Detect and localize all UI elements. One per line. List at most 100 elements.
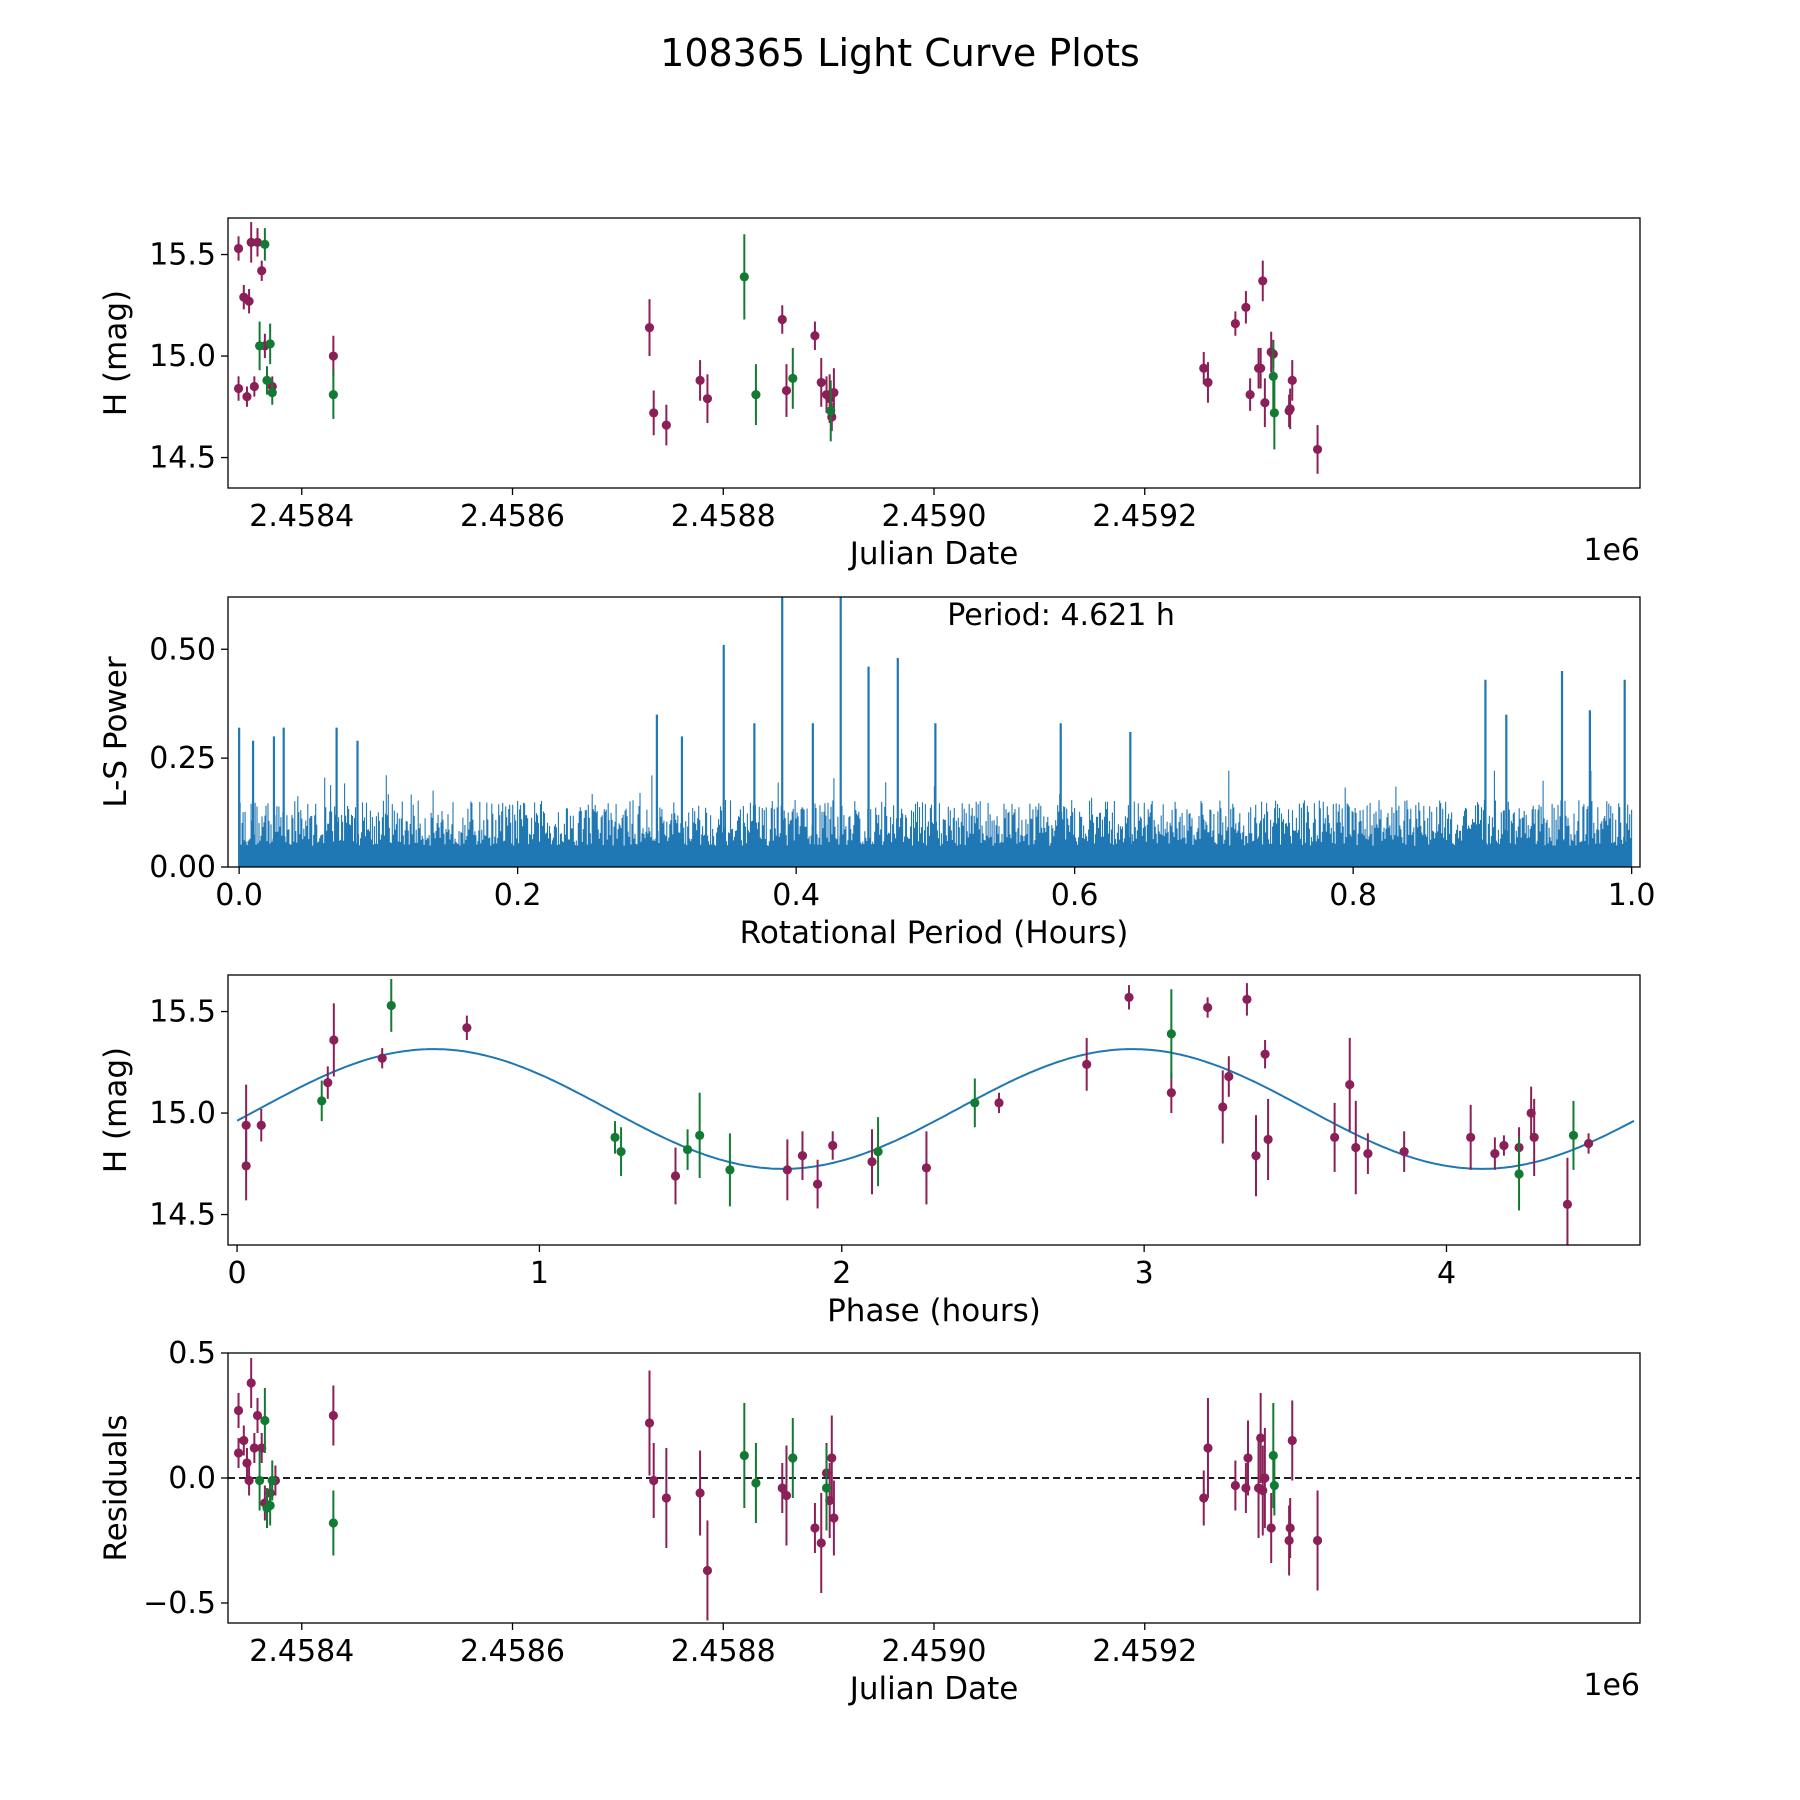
data-point: [816, 377, 826, 388]
data-point: [1199, 1493, 1209, 1503]
data-point: [1287, 1435, 1297, 1446]
data-point: [262, 375, 272, 386]
data-point: [1466, 1132, 1476, 1143]
data-point: [1199, 363, 1209, 373]
x-tick-label: 0.8: [1329, 878, 1377, 913]
data-point: [1203, 377, 1213, 388]
x-axis-label: Julian Date: [848, 1671, 1019, 1707]
y-axis-label: L-S Power: [98, 656, 134, 807]
data-point: [751, 1478, 761, 1488]
data-point: [1241, 1483, 1251, 1493]
data-point: [828, 1140, 838, 1151]
data-point: [256, 1120, 266, 1130]
data-point: [1268, 1450, 1278, 1461]
data-point: [244, 296, 254, 306]
plot-area: [228, 1358, 1640, 1621]
panel-3: 0 1 2 3 4 14.5 15.0 15.5 Phase (hours) H (mag): [98, 974, 1641, 1329]
data-point: [241, 1161, 251, 1171]
data-point: [328, 1518, 338, 1528]
y-axis-label: H (mag): [98, 1047, 134, 1173]
y-tick-label: 14.5: [149, 1198, 216, 1233]
series-red: [233, 1358, 1323, 1621]
data-point: [252, 1410, 263, 1421]
data-point: [328, 1410, 338, 1421]
data-point: [810, 1523, 820, 1533]
data-point: [1258, 1485, 1268, 1496]
data-point: [661, 1493, 671, 1503]
data-point: [1330, 1132, 1340, 1143]
data-point: [1268, 371, 1278, 381]
data-point: [233, 1405, 244, 1416]
series-red: [233, 222, 1323, 474]
series-red: [241, 983, 1594, 1245]
data-point: [695, 375, 705, 386]
x-tick-label: 2.4590: [882, 499, 987, 534]
data-point: [739, 272, 749, 282]
data-point: [739, 1450, 749, 1461]
data-point: [1490, 1149, 1500, 1159]
x-tick-label: 0: [228, 1256, 247, 1291]
data-point: [1256, 1433, 1266, 1443]
data-point: [257, 266, 267, 276]
data-point: [644, 323, 655, 333]
data-point: [255, 1475, 265, 1486]
data-point: [751, 390, 761, 400]
x-tick-label: 2.4584: [249, 1634, 354, 1669]
y-tick-label: 0.00: [149, 850, 216, 885]
data-point: [239, 1435, 249, 1446]
data-point: [1251, 1151, 1261, 1161]
data-point: [249, 381, 259, 392]
x-tick-label: 1: [530, 1256, 549, 1291]
data-point: [265, 1500, 275, 1511]
data-point: [797, 1151, 808, 1161]
data-point: [265, 339, 275, 349]
x-tick-label: 2.4586: [460, 499, 565, 534]
data-point: [695, 1488, 705, 1498]
x-tick-label: 2.4590: [882, 1634, 987, 1669]
data-point: [1218, 1102, 1228, 1112]
data-point: [1562, 1199, 1573, 1209]
x-tick-label: 2: [832, 1256, 851, 1291]
data-point: [1269, 1480, 1279, 1491]
data-point: [1166, 1029, 1176, 1039]
x-tick-label: 4: [1437, 1256, 1456, 1291]
data-point: [649, 408, 659, 418]
figure-title: 108365 Light Curve Plots: [660, 31, 1140, 75]
x-tick-label: 0.6: [1051, 878, 1099, 913]
data-point: [233, 383, 244, 394]
x-tick-label: 0.4: [772, 878, 820, 913]
data-point: [970, 1098, 980, 1108]
x-tick-label: 2.4584: [249, 499, 354, 534]
data-point: [921, 1163, 932, 1173]
data-point: [260, 239, 270, 249]
data-point: [781, 1490, 792, 1501]
data-point: [810, 331, 820, 341]
x-offset-label: 1e6: [1583, 533, 1640, 568]
data-point: [644, 1418, 655, 1428]
series-green: [317, 979, 1579, 1211]
data-point: [255, 341, 265, 351]
plot-area: [236, 979, 1635, 1245]
y-axis-label: H (mag): [98, 290, 134, 416]
data-point: [1269, 408, 1279, 418]
data-point: [1529, 1132, 1539, 1143]
data-point: [1263, 1134, 1273, 1145]
data-point: [1166, 1088, 1176, 1098]
data-point: [242, 1458, 252, 1468]
data-point: [1285, 1523, 1295, 1533]
y-tick-label: 0.25: [149, 741, 216, 776]
data-point: [242, 392, 252, 402]
data-point: [826, 406, 836, 416]
data-point: [1399, 1147, 1409, 1157]
data-point: [1583, 1138, 1594, 1149]
x-axis-label: Rotational Period (Hours): [740, 915, 1129, 951]
axes-frame: [227, 1352, 1641, 1624]
plot-area: [238, 597, 1633, 867]
x-tick-label: 0.0: [215, 878, 263, 913]
plot-area: [233, 222, 1323, 474]
series-green: [255, 228, 1279, 450]
data-point: [328, 351, 338, 361]
plots-group: 2.4584 2.4586 2.4588 2.4590 2.4592 14.5 15.0 15…: [98, 217, 1656, 1707]
data-point: [1245, 390, 1255, 400]
